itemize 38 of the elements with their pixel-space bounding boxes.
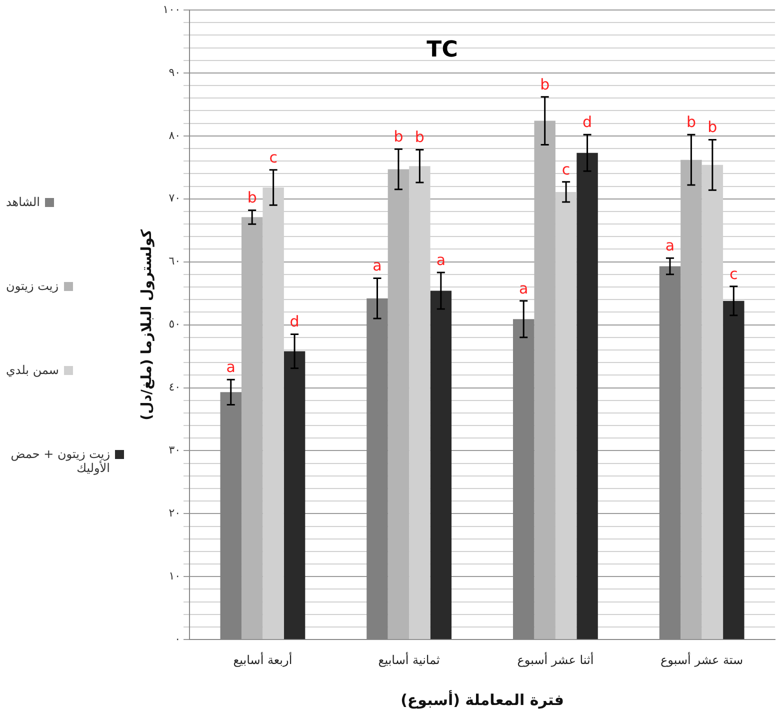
x-tick-label: ستة عشر أسبوع [660,652,744,667]
y-tick-label: ٨٠ [168,128,181,142]
x-tick-label: أثنا عشر أسبوع [517,652,594,667]
data-label: b [414,128,424,146]
legend-label: زيت زيتون + حمض الأوليك [10,447,110,475]
data-label: d [582,113,592,132]
y-tick-label: ٥٠ [168,318,181,331]
data-label: b [247,188,257,207]
data-label: b [394,128,404,146]
x-tick-label: ثمانية أسابيع [378,652,440,667]
legend-label: زيت زيتون [6,279,58,293]
legend-label: الشاهد [6,195,40,209]
y-tick-label: ١٠ [168,570,181,582]
data-label: a [436,250,446,269]
y-tick-label: ٧٠ [168,192,181,205]
data-label: a [226,358,236,376]
y-tick-label: ٤٠ [168,380,181,394]
data-label: c [562,160,570,178]
y-tick-label: ٦٠ [168,254,181,268]
x-axis-title: فترة المعاملة (أسبوع) [400,690,564,709]
data-label: a [665,236,675,254]
y-tick-label: ٣٠ [168,444,181,457]
y-axis-title: كولسترول البلازما (ملغ/دل) [139,228,156,420]
data-label: d [290,312,300,331]
y-tick-label: ٩٠ [168,66,181,79]
data-label: b [708,118,718,136]
x-tick-label: أربعة أسابيع [233,652,292,667]
data-label: a [519,279,528,298]
text: TC [426,38,458,63]
data-label: b [686,113,696,132]
legend-label: سمن بلدي [6,363,59,377]
data-label: a [372,256,382,275]
y-tick-label: ٠ [174,632,181,646]
y-tick-label: ١٠٠ [162,2,181,16]
y-tick-label: ٢٠ [168,506,181,520]
data-label: c [730,264,738,283]
data-label: c [269,148,278,166]
data-label: b [540,75,550,94]
